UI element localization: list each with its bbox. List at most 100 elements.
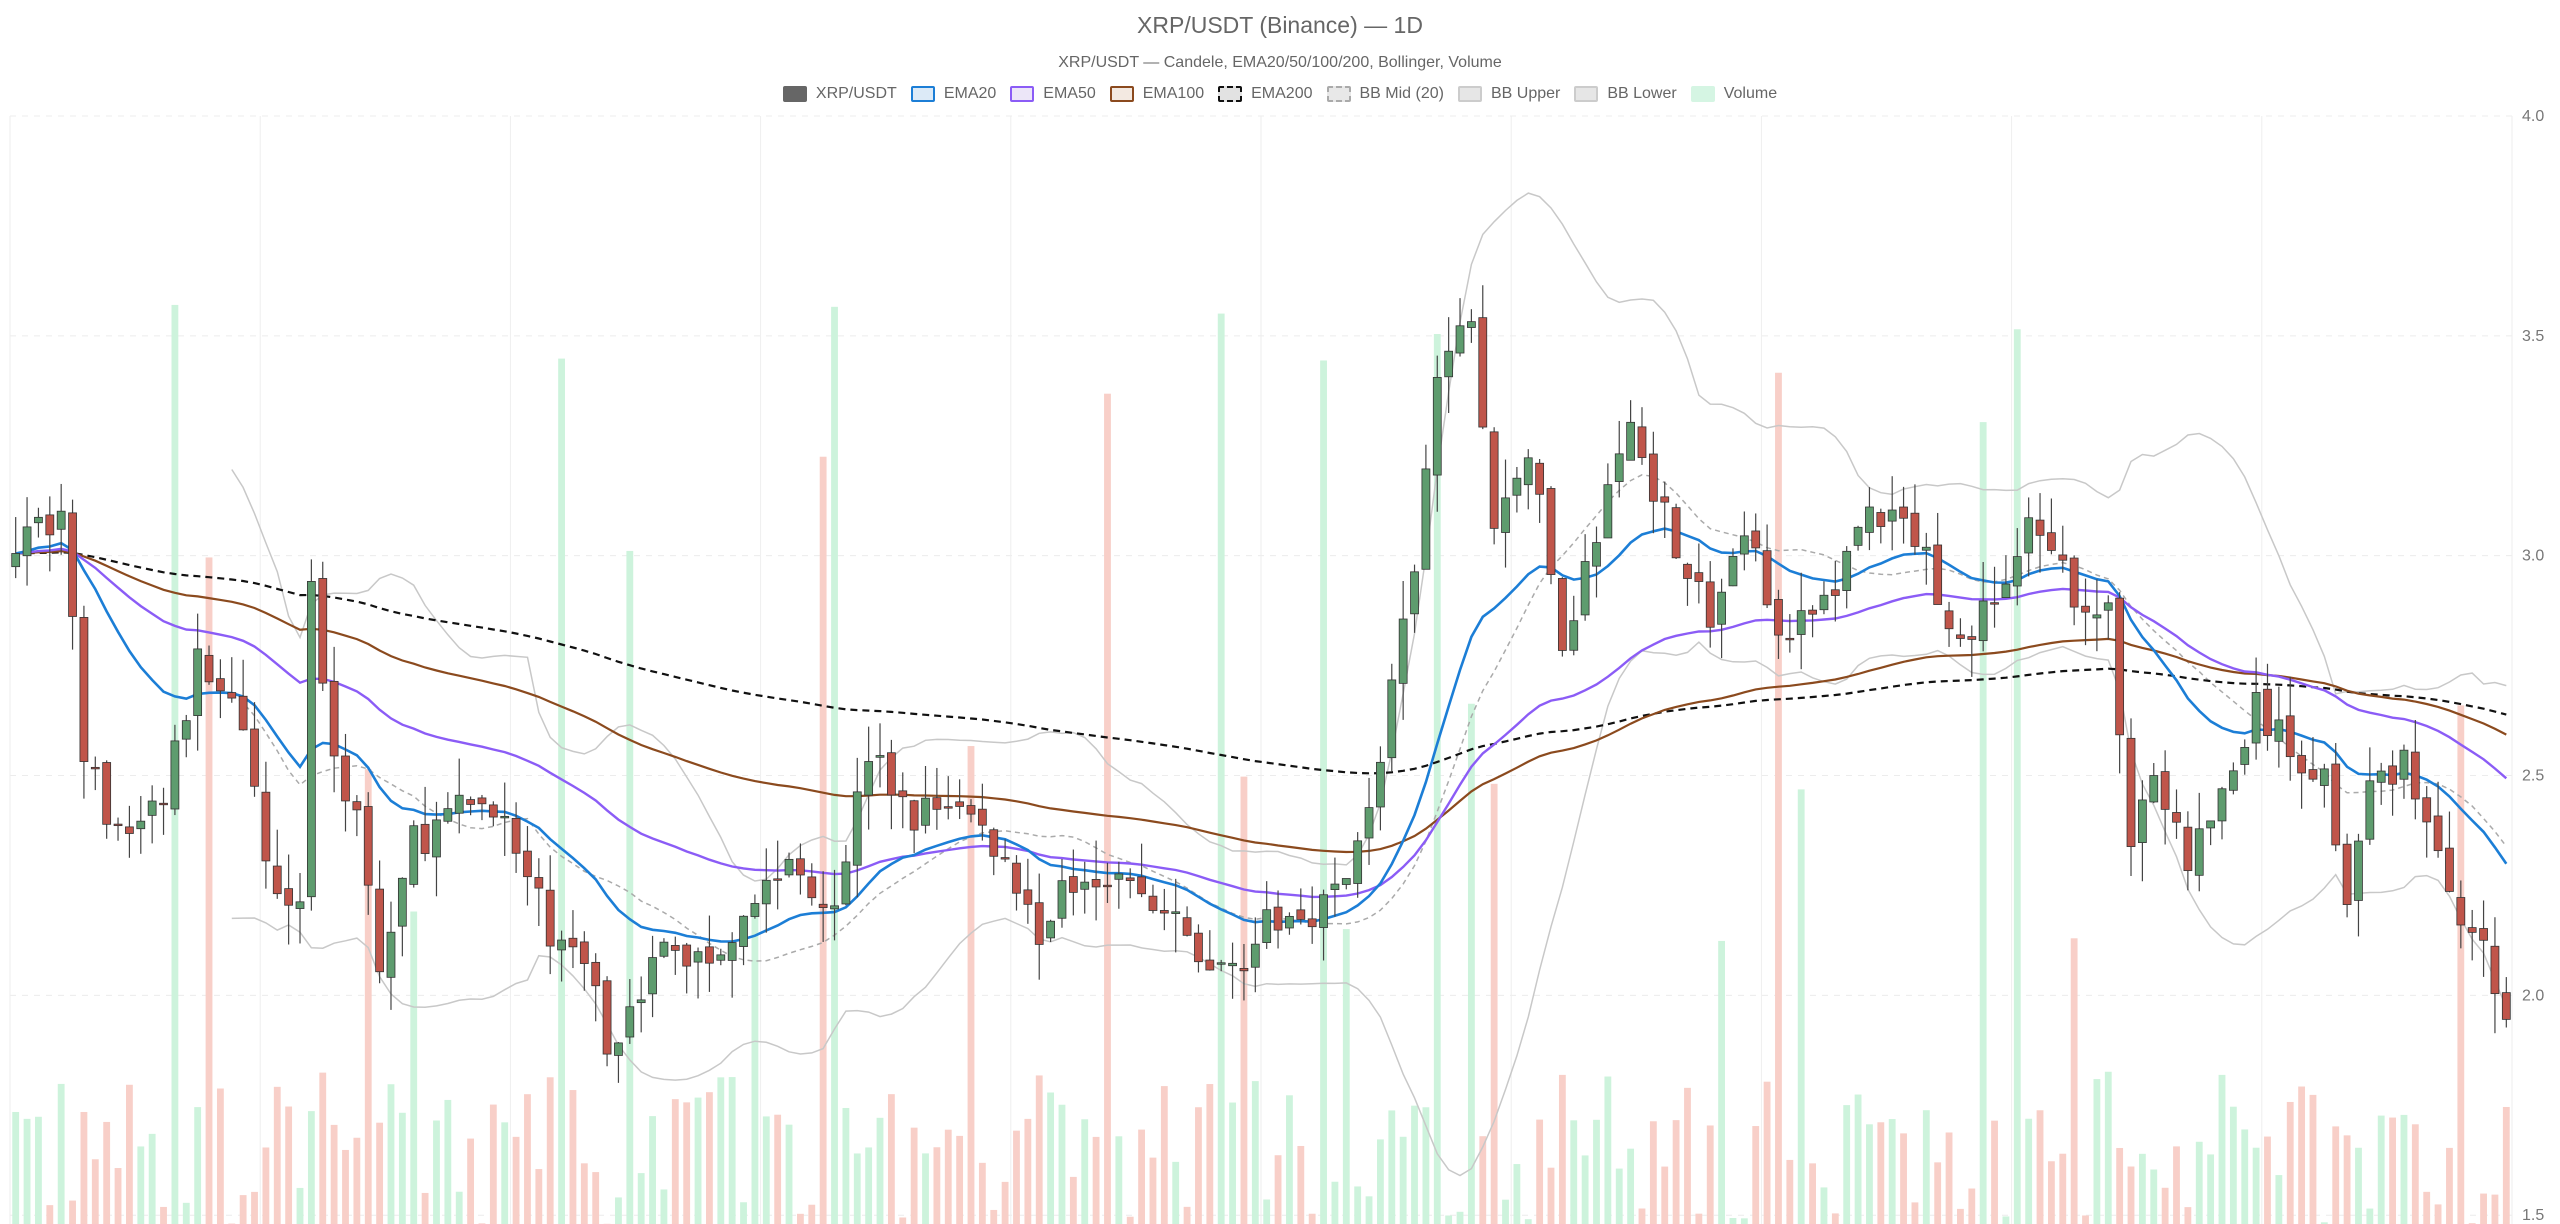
volume-bar — [1627, 1148, 1635, 1224]
candle — [2342, 833, 2352, 918]
volume-bar — [2343, 1135, 2351, 1224]
volume-bar — [2446, 1147, 2453, 1224]
legend-item-volume[interactable]: Volume — [1690, 85, 1777, 103]
candle-body — [852, 791, 862, 866]
volume-bar — [2127, 1166, 2135, 1224]
volume-bar — [69, 1200, 76, 1224]
candle-body — [2285, 715, 2295, 758]
volume-bar — [2298, 1086, 2306, 1224]
volume-bars — [12, 304, 2510, 1224]
candle-body — [511, 817, 521, 854]
candle-body — [932, 797, 942, 810]
volume-bar — [148, 1133, 156, 1224]
candle — [898, 772, 908, 829]
volume-bar — [194, 1107, 202, 1224]
legend-item-ema50[interactable]: EMA50 — [1010, 85, 1096, 103]
volume-bar — [2377, 1115, 2385, 1224]
legend-item-bb-upper[interactable]: BB Upper — [1457, 85, 1561, 103]
candle — [2297, 740, 2306, 809]
candle — [602, 976, 612, 1067]
candle — [1080, 861, 1090, 914]
legend-item-ema20[interactable]: EMA20 — [910, 85, 996, 103]
legend-swatch — [1010, 86, 1035, 102]
candle — [1774, 589, 1783, 659]
volume-bar — [1502, 1199, 1509, 1224]
candle-body — [1762, 550, 1772, 606]
candle — [705, 915, 714, 992]
volume-bar — [1831, 1213, 1839, 1224]
ema20-line — [15, 527, 2508, 943]
candle-body — [147, 800, 157, 816]
legend-item-bb-mid-20[interactable]: BB Mid (20) — [1326, 85, 1444, 103]
volume-bar — [796, 1213, 804, 1224]
candle — [329, 646, 339, 793]
candle — [2456, 880, 2466, 949]
candle-body — [113, 823, 123, 827]
volume-bar — [671, 1099, 679, 1224]
volume-bar — [2195, 1141, 2203, 1224]
legend-item-ema200[interactable]: EMA200 — [1218, 85, 1313, 103]
volume-bar — [1524, 1219, 1532, 1224]
candle-body — [1239, 967, 1249, 972]
volume-bar — [2423, 1191, 2431, 1224]
candle — [250, 702, 259, 797]
legend: XRP/USDT EMA20 EMA50 EMA100 EMA200 BB Mid (20… — [0, 85, 2560, 103]
candle-body — [1137, 876, 1146, 895]
candle — [1683, 562, 1692, 606]
candle-body — [1125, 877, 1135, 882]
volume-bar — [967, 746, 975, 1224]
volume-bar — [1331, 1181, 1339, 1224]
candle-body — [375, 888, 384, 973]
volume-bar — [1570, 1120, 1578, 1224]
candle-body — [1546, 488, 1556, 575]
volume-bar — [1274, 1155, 1282, 1224]
volume-bar — [1672, 1120, 1680, 1224]
candle — [932, 767, 942, 830]
candle — [614, 1042, 623, 1083]
legend-item-xrp-usdt[interactable]: XRP/USDT — [782, 85, 897, 103]
ema100-line — [15, 549, 2507, 854]
legend-swatch — [1690, 86, 1715, 102]
candle-body — [1034, 902, 1044, 945]
candle — [90, 756, 100, 791]
candle — [2251, 657, 2261, 760]
volume-bar — [774, 1114, 782, 1224]
candle — [1296, 888, 1306, 925]
candle — [545, 855, 555, 975]
volume-bar — [1684, 1087, 1691, 1224]
volume-bar — [2434, 1204, 2442, 1224]
legend-label: BB Upper — [1490, 85, 1561, 102]
volume-bar — [1945, 1132, 1953, 1224]
candle-body — [90, 766, 100, 770]
volume-bar — [1388, 1110, 1396, 1224]
candle — [807, 863, 817, 906]
candle-body — [2388, 765, 2397, 785]
volume-bar — [251, 1191, 258, 1224]
volume-bar — [990, 1209, 998, 1224]
candle-body — [1467, 321, 1476, 328]
volume-bar — [2411, 1124, 2419, 1224]
volume-bar — [535, 1169, 543, 1224]
volume-bar — [717, 1077, 725, 1224]
candle — [261, 761, 271, 889]
candle-body — [488, 804, 498, 818]
candle-body — [1592, 542, 1601, 567]
legend-swatch — [1109, 86, 1134, 102]
volume-bar — [1638, 1208, 1646, 1224]
candle-body — [1319, 894, 1328, 928]
candle — [1023, 858, 1033, 924]
candle-body — [887, 752, 896, 796]
volume-bar — [2480, 1193, 2487, 1224]
candle-body — [386, 931, 396, 978]
volume-bar — [342, 1149, 349, 1224]
candle — [1228, 942, 1237, 999]
legend-item-ema100[interactable]: EMA100 — [1109, 85, 1204, 103]
volume-bar — [433, 1120, 440, 1224]
candle — [2069, 555, 2079, 626]
volume-bar — [683, 1102, 691, 1224]
volume-bar — [706, 1092, 713, 1224]
candle-body — [1171, 911, 1181, 914]
volume-bar — [2332, 1126, 2340, 1224]
candle — [1376, 746, 1385, 831]
legend-item-bb-lower[interactable]: BB Lower — [1574, 85, 1677, 103]
